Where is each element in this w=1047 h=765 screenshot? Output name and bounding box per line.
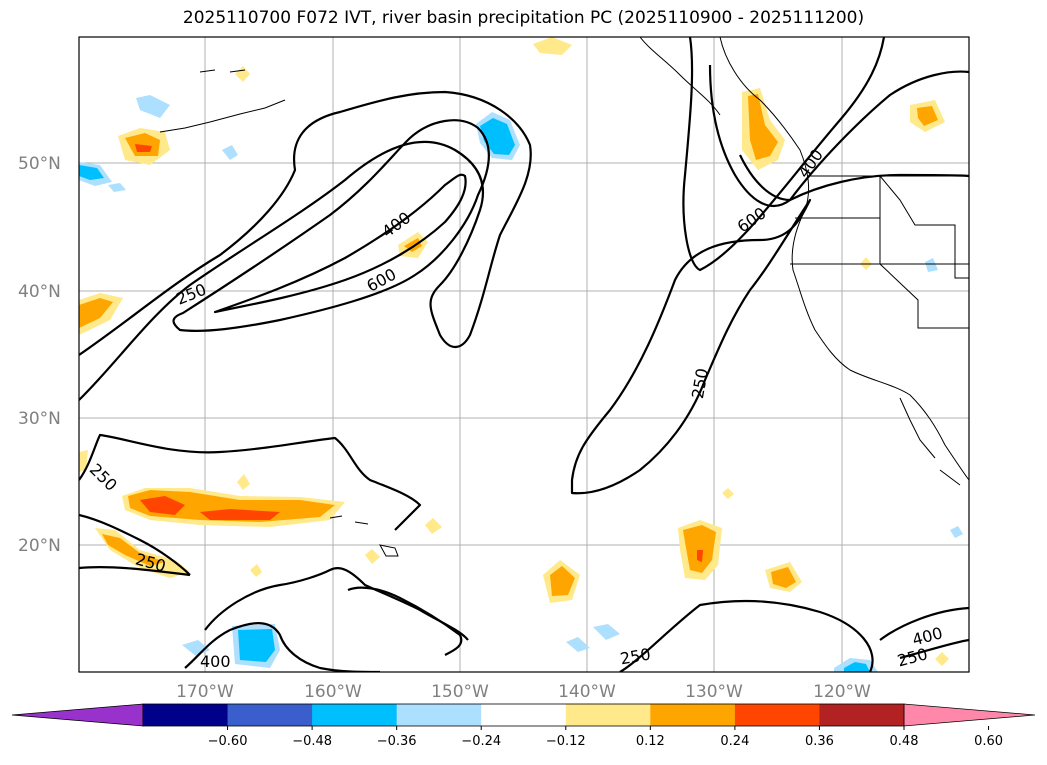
colorbar-frame <box>142 703 905 727</box>
ivt-contour-250-tropics-sw <box>79 566 469 641</box>
figure-title: 2025110700 F072 IVT, river basin precipi… <box>182 8 865 28</box>
lat-label-20n: 20°N <box>18 536 61 556</box>
coastline-north-america <box>719 37 969 481</box>
positive-precip-patches <box>79 37 949 666</box>
ivt-contour-400-northeast-pacific <box>708 64 969 207</box>
precip-patch <box>566 637 590 652</box>
colorbar: −0.60 −0.48 −0.36 −0.24 −0.12 0.12 0.24 0.36 0.4… <box>11 703 1036 749</box>
colorbar-tick-label: −0.12 <box>546 734 586 749</box>
ivt-contour-600-north-pacific <box>213 173 467 314</box>
border-state-nv <box>879 176 969 329</box>
precip-patch <box>533 37 572 55</box>
coastline-aleutians <box>159 69 286 133</box>
ivt-contour-250-northeast-pacific <box>682 37 886 272</box>
colorbar-tick-label: −0.48 <box>292 734 332 749</box>
precip-patch <box>135 144 152 152</box>
colorbar-tick-label: 0.24 <box>720 734 749 749</box>
ivt-contour-600-northeast-pacific <box>739 154 969 202</box>
lat-label-40n: 40°N <box>18 282 61 302</box>
colorbar-segment <box>819 704 905 726</box>
precip-patch <box>925 258 938 272</box>
lat-label-30n: 30°N <box>18 409 61 429</box>
precip-patch <box>200 509 280 520</box>
coastline-alaska-panhandle <box>639 37 721 116</box>
precip-patch <box>238 629 275 662</box>
precip-patch <box>683 525 716 573</box>
lat-label-50n: 50°N <box>18 154 61 174</box>
colorbar-tick-label: −0.60 <box>208 734 248 749</box>
precip-patch <box>404 238 422 252</box>
coastline-baja <box>899 397 961 486</box>
lon-label-120w: 120°W <box>813 682 871 702</box>
precip-patch <box>235 66 250 82</box>
ivt-contour-250-subtropical-west <box>79 433 422 531</box>
lon-label-140w: 140°W <box>558 682 616 702</box>
precip-patch <box>748 94 778 160</box>
ivt-contours <box>79 37 969 672</box>
ivt-contour-250-north-pacific <box>79 90 532 401</box>
colorbar-segment <box>481 704 567 726</box>
precip-patch <box>697 550 703 562</box>
precip-patch <box>222 145 238 160</box>
longitude-labels: 170°W 160°W 150°W 140°W 130°W 120°W <box>176 682 871 702</box>
lon-label-130w: 130°W <box>685 682 743 702</box>
precip-patch <box>593 624 620 640</box>
coastline <box>159 37 969 557</box>
latitude-labels: 50°N 40°N 30°N 20°N <box>18 154 61 556</box>
precip-patch <box>140 496 185 515</box>
precip-patch <box>771 567 796 588</box>
colorbar-segment <box>565 704 651 726</box>
ivt-contour-250-tropics-far-se <box>899 638 969 660</box>
colorbar-tick-label: 0.48 <box>890 734 919 749</box>
lon-label-160w: 160°W <box>304 682 362 702</box>
ivt-contour-250-tropics-se <box>619 599 874 672</box>
ivt-contour-400-tropics-sw <box>184 622 381 672</box>
colorbar-ticks: −0.60 −0.48 −0.36 −0.24 −0.12 0.12 0.24 0.36 0.4… <box>208 726 1003 749</box>
lon-label-150w: 150°W <box>431 682 489 702</box>
colorbar-left-extension <box>11 703 144 727</box>
ivt-contour-400-north-pacific <box>172 119 491 332</box>
contour-label: 400 <box>200 652 231 671</box>
colorbar-segment <box>227 704 313 726</box>
colorbar-segments <box>143 704 905 726</box>
precip-patch <box>102 534 165 566</box>
precip-patch <box>550 566 575 596</box>
colorbar-segment <box>312 704 398 726</box>
precip-patch <box>917 106 938 126</box>
colorbar-segment <box>143 704 229 726</box>
precip-patch <box>125 133 160 156</box>
precip-patch <box>365 549 380 564</box>
precip-patch <box>79 298 113 328</box>
ivt-contour-400-tropics-se <box>879 606 969 641</box>
coastline-hawaii <box>329 515 399 557</box>
precip-patch <box>950 526 963 538</box>
colorbar-segment <box>396 704 482 726</box>
colorbar-tick-label: −0.36 <box>377 734 417 749</box>
precip-patch <box>108 183 126 192</box>
colorbar-tick-label: 0.36 <box>805 734 834 749</box>
colorbar-segment <box>650 704 736 726</box>
precip-patch <box>237 474 250 490</box>
precip-patch <box>935 652 949 666</box>
map-canvas <box>79 37 969 672</box>
precip-patch <box>136 95 170 118</box>
colorbar-segment <box>734 704 820 726</box>
ivt-contour-250-subtropical-south <box>79 513 191 576</box>
colorbar-tick-label: −0.24 <box>461 734 501 749</box>
ivt-contour-250-tropics-central <box>347 586 463 656</box>
precip-patch <box>844 662 870 672</box>
precip-patch <box>425 518 442 534</box>
map-frame <box>78 36 970 673</box>
colorbar-tick-label: 0.60 <box>974 734 1003 749</box>
precip-patch <box>250 564 262 577</box>
lon-label-170w: 170°W <box>176 682 234 702</box>
precip-patch <box>79 165 104 180</box>
colorbar-tick-label: 0.12 <box>636 734 665 749</box>
border-state-id-mt <box>879 175 969 279</box>
colorbar-right-extension <box>903 703 1036 727</box>
precip-patch <box>128 490 335 522</box>
ivt-contour-250-mid-pacific <box>570 198 812 495</box>
precip-patch <box>722 488 734 499</box>
